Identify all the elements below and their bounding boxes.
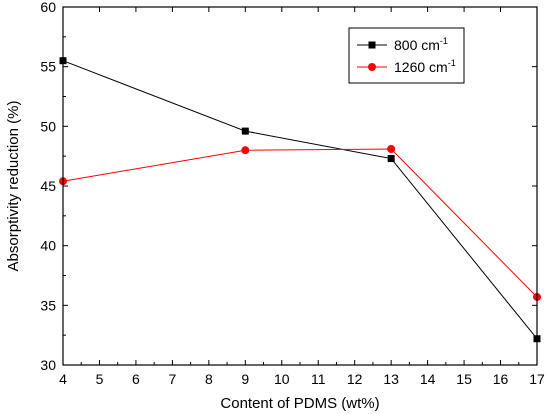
x-tick-label: 15: [456, 371, 472, 387]
y-tick-label: 35: [40, 297, 56, 313]
y-tick-label: 55: [40, 59, 56, 75]
y-tick-label: 30: [40, 357, 56, 373]
series-line: [62, 60, 538, 340]
data-point-square: [241, 127, 249, 135]
y-tick-label: 45: [40, 178, 56, 194]
series-line: [62, 148, 538, 298]
data-point-circle: [387, 145, 396, 154]
y-axis-title: Absorptivity reduction (%): [5, 101, 22, 272]
x-tick-label: 13: [383, 371, 399, 387]
x-tick-label: 17: [529, 371, 545, 387]
x-axis-title: Content of PDMS (wt%): [220, 395, 379, 412]
x-tick-label: 10: [274, 371, 290, 387]
y-tick-label: 40: [40, 238, 56, 254]
legend-label: 1260 cm-1: [394, 58, 456, 75]
x-tick-label: 5: [96, 371, 104, 387]
legend-box: [348, 27, 465, 84]
y-tick-label: 50: [40, 118, 56, 134]
legend: 800 cm-1 1260 cm-1: [348, 27, 465, 84]
data-point-square: [387, 155, 395, 163]
y-tick-label: 60: [40, 0, 56, 15]
x-tick-label: 16: [493, 371, 509, 387]
x-tick-label: 12: [347, 371, 363, 387]
x-tick-label: 4: [59, 371, 67, 387]
legend-marker-square: [368, 41, 376, 49]
x-tick-label: 8: [205, 371, 213, 387]
data-point-circle: [241, 146, 250, 155]
x-tick-label: 7: [168, 371, 176, 387]
x-tick-label: 9: [241, 371, 249, 387]
legend-label: 800 cm-1: [394, 36, 448, 53]
legend-marker-circle: [368, 63, 376, 71]
x-tick-label: 14: [420, 371, 436, 387]
x-tick-label: 6: [132, 371, 140, 387]
x-tick-label: 11: [311, 371, 326, 387]
plot-frame: [62, 6, 538, 366]
